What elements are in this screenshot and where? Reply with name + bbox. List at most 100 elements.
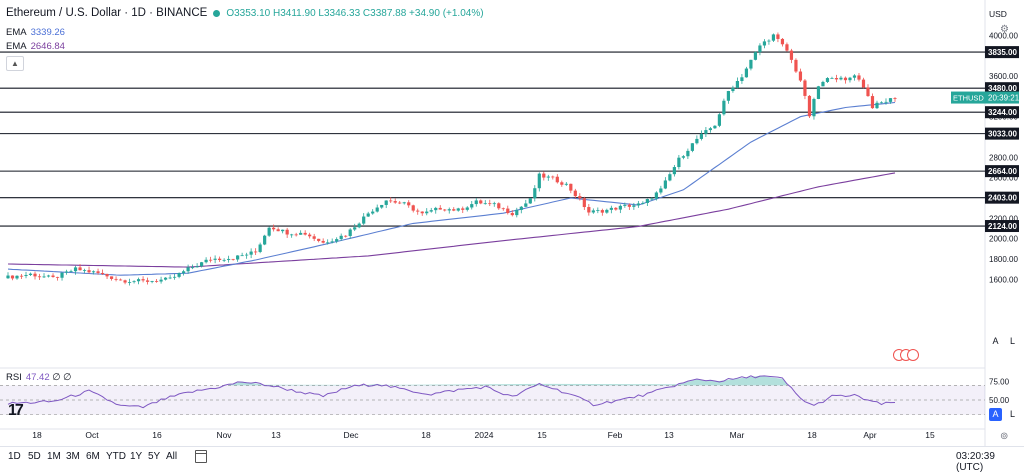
timeframe-5y[interactable]: 5Y [148, 451, 161, 462]
tradingview-logo-icon[interactable]: 17 [8, 402, 24, 419]
candle [884, 98, 888, 105]
auto-scale-button[interactable]: A [992, 336, 999, 346]
candle [127, 278, 132, 286]
candle [452, 207, 456, 212]
candle-body [780, 38, 785, 45]
candle [218, 256, 222, 262]
candle [429, 207, 433, 213]
candle [209, 256, 213, 263]
candle-body [19, 275, 24, 277]
price-axis[interactable]: 4000.003600.003200.002800.002600.002400.… [951, 31, 1020, 405]
candle [339, 233, 343, 241]
candle [434, 206, 438, 214]
candle-body [10, 275, 15, 279]
candle [393, 198, 397, 204]
time-axis-settings-icon[interactable]: ⊚ [1000, 431, 1009, 442]
candle [78, 264, 82, 271]
candle [857, 72, 861, 82]
candle [488, 199, 492, 207]
candle-body [339, 235, 343, 240]
events-icon[interactable] [893, 349, 923, 361]
candle-body [222, 259, 226, 261]
timeframe-1m[interactable]: 1M [47, 451, 61, 462]
rsi-log-scale-button[interactable]: L [1009, 409, 1015, 419]
candle [420, 211, 424, 216]
candle [762, 39, 767, 49]
candle [294, 232, 298, 237]
candle-body [51, 275, 55, 277]
candle [713, 125, 717, 129]
candle-body [753, 52, 758, 60]
timeframe-5d[interactable]: 5D [28, 451, 41, 462]
candle-body [528, 198, 532, 204]
candle [366, 211, 370, 217]
collapse-legend-icon[interactable]: ▲ [6, 56, 24, 71]
candle [60, 272, 64, 281]
candle-body [438, 207, 442, 210]
market-status-icon [213, 9, 221, 17]
candle-body [163, 277, 168, 280]
log-scale-button[interactable]: L [1009, 336, 1015, 346]
candle [483, 200, 487, 205]
rsi-value: 47.42 [25, 372, 50, 383]
timeframe-all[interactable]: All [166, 451, 178, 462]
time-tick: Oct [85, 430, 99, 440]
timeframe-6m[interactable]: 6M [86, 451, 100, 462]
candle [46, 274, 51, 278]
rsi-legend[interactable]: RSI 47.42 ∅ ∅ [6, 372, 71, 383]
candle-body [537, 173, 541, 189]
currency-label[interactable]: USD [989, 9, 1007, 19]
candle-body [825, 78, 830, 82]
candle-body [564, 183, 568, 185]
candle [825, 77, 830, 83]
candle [794, 58, 798, 73]
candle [492, 201, 496, 207]
symbol-title[interactable]: Ethereum / U.S. Dollar · 1D · BINANCE [6, 7, 208, 19]
ema-legend-2[interactable]: EMA 2646.84 [6, 41, 65, 52]
candle [159, 276, 163, 284]
timeframe-3m[interactable]: 3M [66, 451, 80, 462]
candle-body [136, 279, 141, 282]
candle [524, 199, 528, 208]
ema-label: EMA [6, 41, 27, 52]
candle-body [884, 101, 888, 103]
candle [569, 183, 573, 194]
candle [596, 207, 600, 214]
candle [753, 51, 758, 61]
candle-body [55, 276, 60, 278]
rsi-auto-scale-button[interactable]: A [989, 408, 1002, 421]
candle [785, 42, 789, 52]
candle [645, 198, 649, 206]
timeframe-1y[interactable]: 1Y [130, 451, 143, 462]
gear-icon[interactable]: ⚙ [1000, 24, 1009, 35]
candle-body [722, 100, 726, 115]
candle-body [812, 98, 816, 117]
time-axis[interactable]: 18 Oct 16 Nov 13 Dec 18 2024 15 Feb 13 Mar 18 Apr 15 [32, 430, 935, 440]
candle-body [420, 211, 424, 214]
ema-legend-1[interactable]: EMA 3339.26 [6, 27, 65, 38]
candle-body [879, 102, 884, 104]
rsi-tick: 75.00 [989, 378, 1010, 387]
candle-body [600, 210, 604, 213]
candle [362, 213, 366, 225]
candle [888, 98, 893, 104]
ema-label: EMA [6, 27, 27, 38]
candle [605, 208, 609, 214]
timeframe-ytd[interactable]: YTD [106, 451, 126, 462]
candle-body [785, 44, 789, 51]
candle [501, 207, 505, 211]
candle-body [596, 210, 600, 211]
candle [258, 242, 262, 254]
candle [807, 95, 812, 118]
utc-clock[interactable]: 03:20:39 (UTC) [956, 451, 995, 473]
candle-body [272, 227, 276, 230]
timeframe-1d[interactable]: 1D [8, 451, 21, 462]
candle-body [533, 188, 537, 199]
candle [389, 197, 393, 203]
candle [636, 200, 640, 208]
rsi-band [0, 385, 985, 416]
candle-body [618, 205, 622, 210]
calendar-icon[interactable] [195, 450, 207, 463]
candle-body [704, 130, 708, 134]
